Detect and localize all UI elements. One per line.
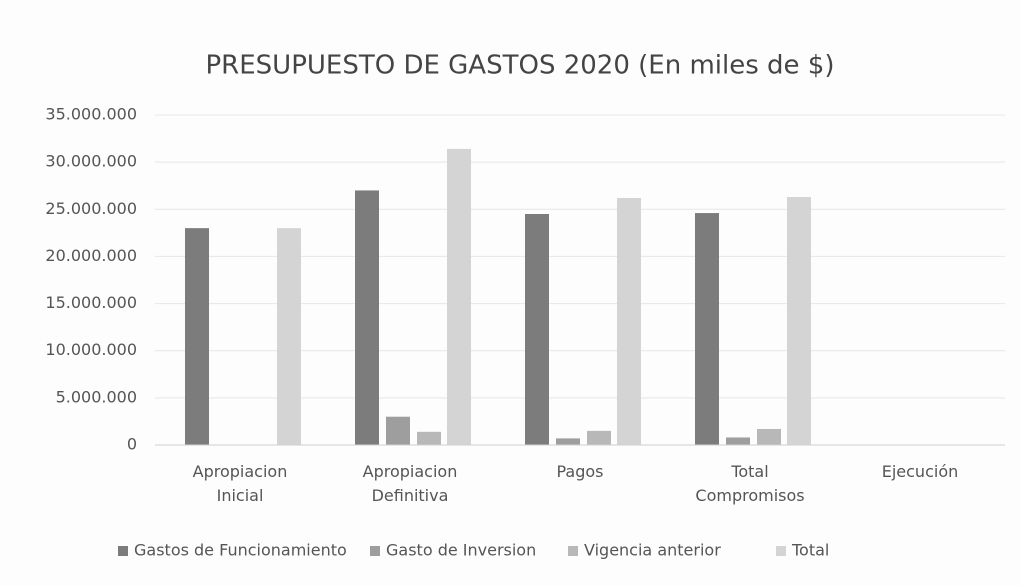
bar bbox=[556, 438, 580, 445]
bar bbox=[185, 228, 209, 445]
y-tick-label: 20.000.000 bbox=[45, 246, 137, 265]
bar bbox=[617, 197, 641, 445]
bar bbox=[277, 228, 301, 445]
x-tick-label: Total Compromisos bbox=[695, 462, 805, 505]
y-tick-label: 0 bbox=[127, 435, 137, 454]
y-tick-label: 30.000.000 bbox=[45, 152, 137, 171]
bar bbox=[447, 148, 471, 445]
x-tick-label: Apropiacion Definitiva bbox=[362, 462, 458, 505]
legend-label: Total bbox=[791, 541, 829, 560]
legend-swatch bbox=[776, 546, 786, 556]
bar bbox=[726, 437, 750, 445]
y-tick-label: 5.000.000 bbox=[56, 387, 137, 406]
x-tick-label: Pagos bbox=[556, 462, 604, 481]
x-tick-label: Ejecución bbox=[881, 462, 959, 481]
bar bbox=[525, 214, 549, 445]
legend-label: Gasto de Inversion bbox=[386, 541, 536, 560]
legend-swatch bbox=[370, 546, 380, 556]
bar bbox=[587, 430, 611, 445]
y-tick-label: 15.000.000 bbox=[45, 293, 137, 312]
bar bbox=[695, 213, 719, 445]
bar bbox=[355, 190, 379, 445]
y-tick-label: 25.000.000 bbox=[45, 199, 137, 218]
legend-label: Vigencia anterior bbox=[584, 541, 721, 560]
bar bbox=[417, 431, 441, 445]
chart-title: PRESUPUESTO DE GASTOS 2020 (En miles de … bbox=[205, 51, 834, 81]
legend-swatch bbox=[118, 546, 128, 556]
y-tick-label: 35.000.000 bbox=[45, 105, 137, 124]
bar bbox=[757, 428, 781, 445]
legend-label: Gastos de Funcionamiento bbox=[134, 541, 347, 560]
bar bbox=[386, 416, 410, 445]
y-tick-label: 10.000.000 bbox=[45, 340, 137, 359]
legend-swatch bbox=[568, 546, 578, 556]
bar bbox=[787, 197, 811, 445]
x-tick-label: Apropiacion Inicial bbox=[192, 462, 288, 505]
